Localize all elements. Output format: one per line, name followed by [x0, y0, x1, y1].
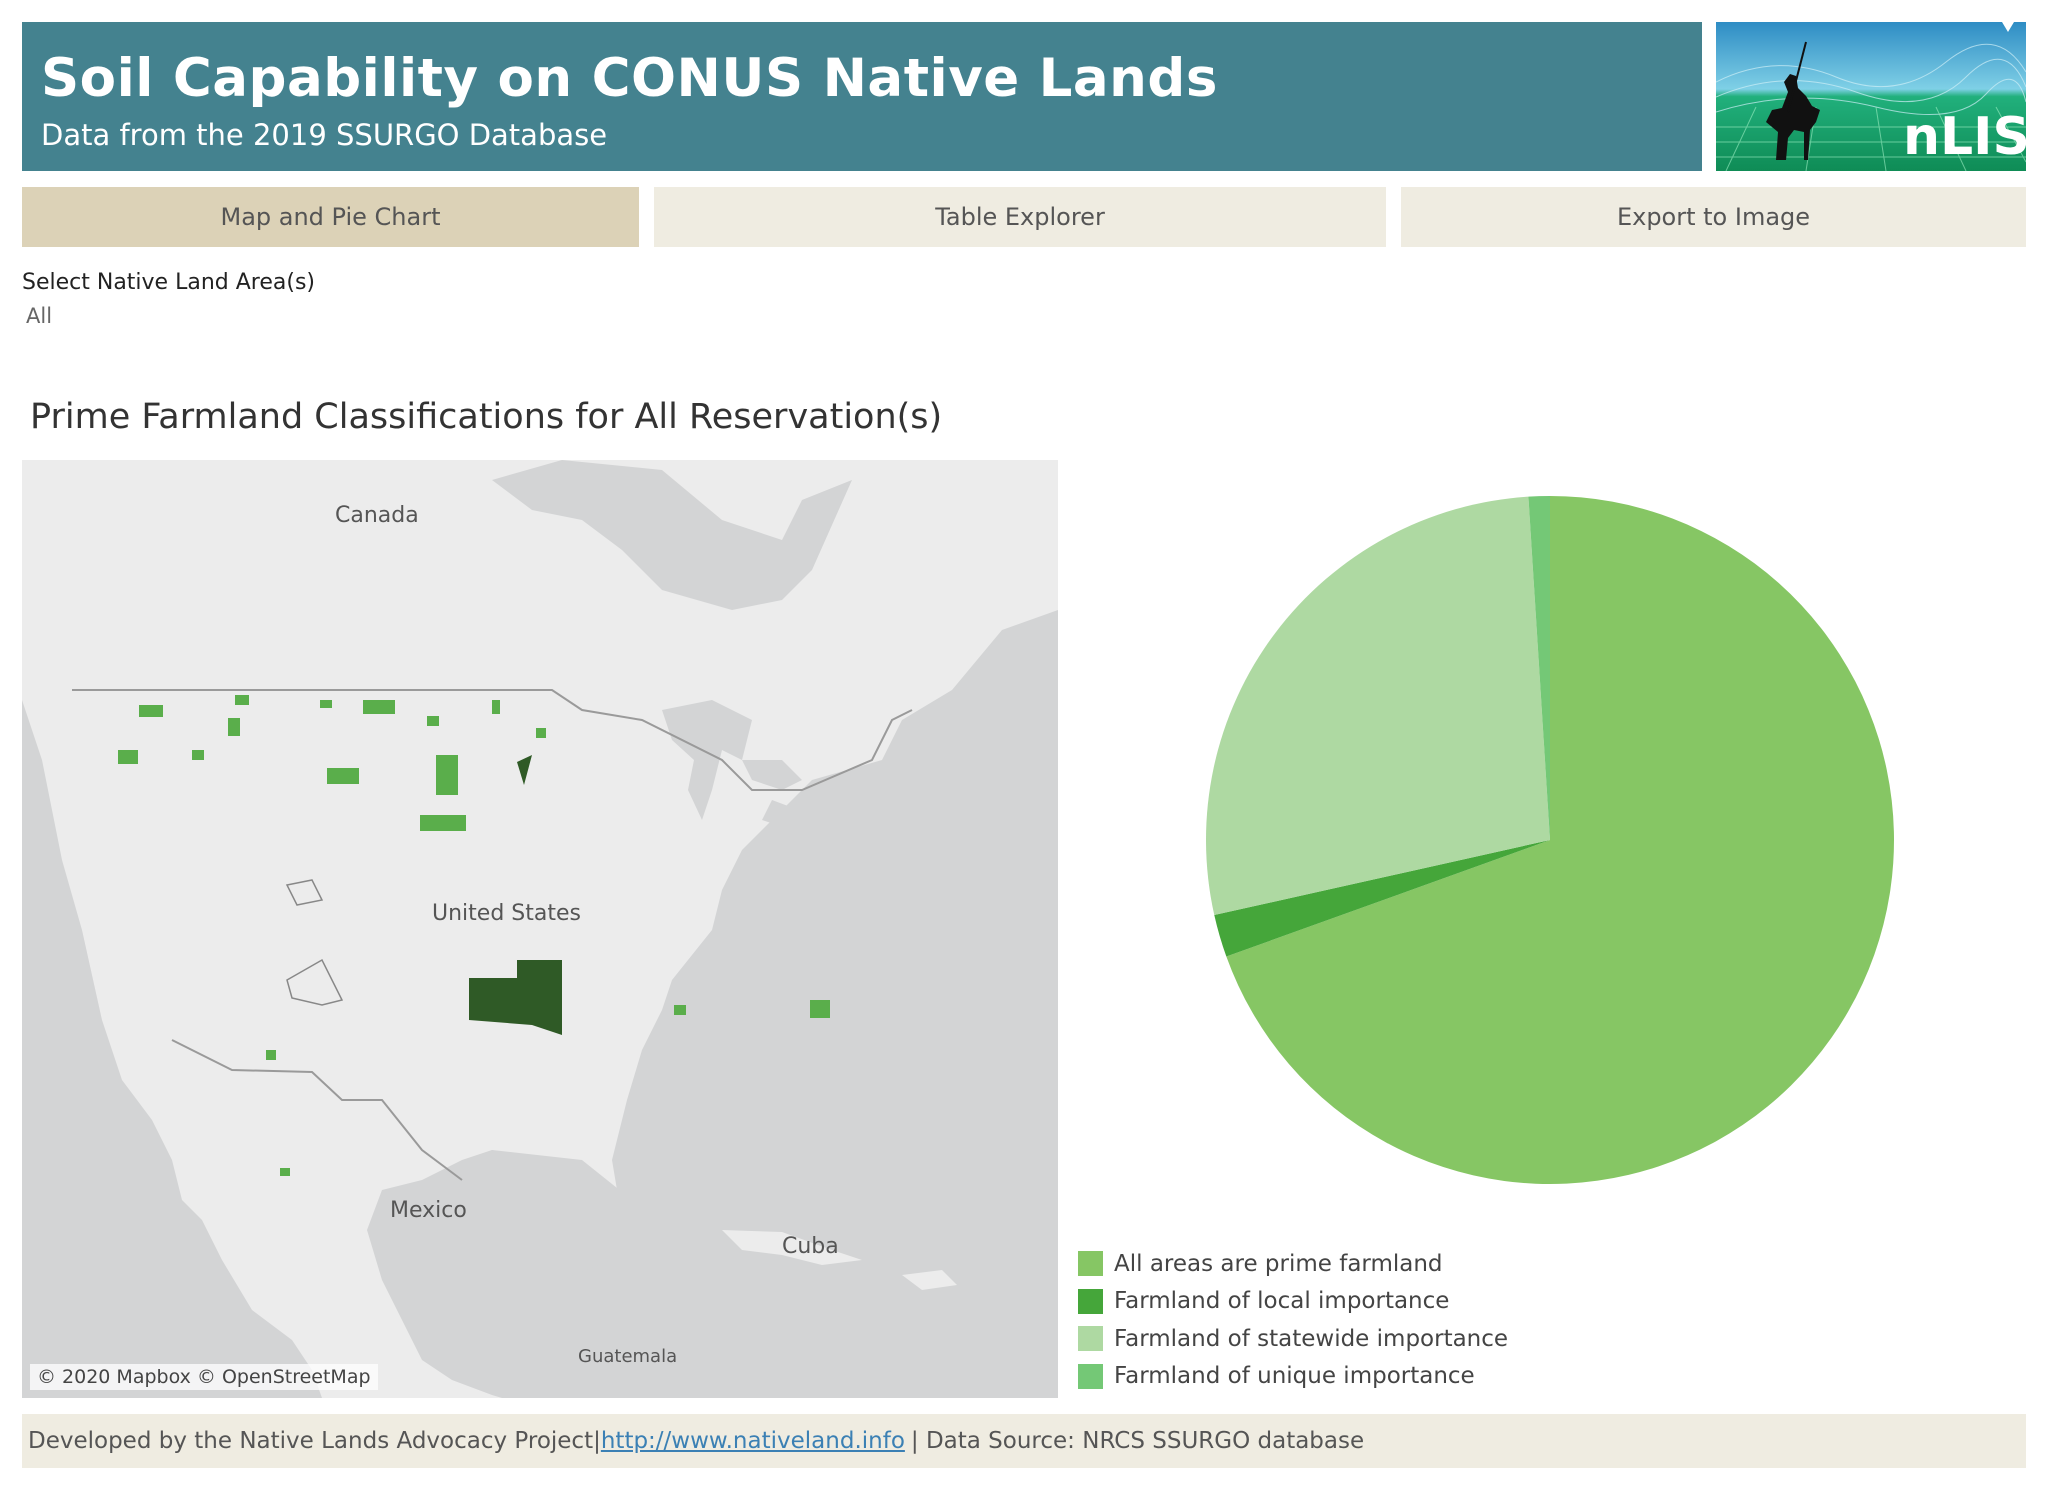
legend-label: Farmland of local importance: [1114, 1288, 1450, 1315]
header-banner: Soil Capability on CONUS Native Lands Da…: [22, 22, 1702, 171]
map-label-cuba: Cuba: [782, 1234, 839, 1259]
pie-slice-statewide-importance[interactable]: [1206, 496, 1550, 916]
native-land-filter-select[interactable]: All: [26, 304, 53, 328]
nativeland-link[interactable]: http://www.nativeland.info: [600, 1428, 905, 1454]
legend-label: Farmland of unique importance: [1114, 1363, 1475, 1390]
canada-us-border: [72, 689, 913, 791]
legend-item-statewide-importance[interactable]: Farmland of statewide importance: [1078, 1320, 1538, 1358]
pie-slice-all-prime[interactable]: [1226, 496, 1894, 1184]
reservation-map[interactable]: Canada United States Mexico Cuba Guatema…: [22, 460, 1058, 1398]
legend-swatch: [1078, 1326, 1103, 1352]
outline-reservations: [285, 879, 344, 1006]
footer-source: | Data Source: NRCS SSURGO database: [910, 1428, 1365, 1454]
section-title: Prime Farmland Classifications for All R…: [30, 397, 943, 437]
north-america-land: [22, 460, 1058, 1398]
tab-bar: Map and Pie Chart Table Explorer Export …: [0, 187, 2048, 247]
pie-slice-unique-importance[interactable]: [1528, 496, 1550, 840]
oklahoma-reservations: [469, 960, 562, 1035]
footer-credit: Developed by the Native Lands Advocacy P…: [28, 1428, 601, 1454]
native-land-filter-label: Select Native Land Area(s): [22, 270, 315, 295]
page-subtitle: Data from the 2019 SSURGO Database: [41, 118, 608, 152]
legend-item-local-importance[interactable]: Farmland of local importance: [1078, 1283, 1538, 1321]
legend-item-all-prime[interactable]: All areas are prime farmland: [1078, 1245, 1538, 1283]
hudson-bay: [492, 460, 852, 610]
great-lakes: [662, 700, 812, 830]
map-label-united-states: United States: [432, 901, 581, 926]
nlis-logo: nLIS: [1716, 22, 2026, 171]
logo-text: nLIS: [1903, 107, 2026, 167]
legend-label: Farmland of statewide importance: [1114, 1325, 1509, 1352]
legend-label: All areas are prime farmland: [1114, 1250, 1443, 1277]
reservation-polygons: [118, 695, 830, 1176]
tab-map-and-pie-chart[interactable]: Map and Pie Chart: [22, 187, 639, 247]
legend-swatch: [1078, 1251, 1103, 1277]
pie-slice-local-importance[interactable]: [1214, 840, 1550, 957]
hispaniola-island: [902, 1270, 957, 1290]
map-label-mexico: Mexico: [390, 1198, 467, 1223]
legend-swatch: [1078, 1363, 1103, 1389]
legend-item-unique-importance[interactable]: Farmland of unique importance: [1078, 1358, 1538, 1396]
tab-table-explorer[interactable]: Table Explorer: [654, 187, 1386, 247]
pie-legend: All areas are prime farmland Farmland of…: [1078, 1245, 1538, 1395]
map-label-canada: Canada: [335, 503, 419, 528]
dakota-reservation: [517, 755, 532, 785]
map-attribution[interactable]: © 2020 Mapbox © OpenStreetMap: [30, 1364, 378, 1390]
page-title: Soil Capability on CONUS Native Lands: [41, 48, 1218, 109]
us-mexico-border: [171, 1039, 463, 1181]
gulf-of-mexico: [442, 1150, 632, 1280]
cuba-island: [722, 1230, 862, 1265]
tab-export-to-image[interactable]: Export to Image: [1401, 187, 2026, 247]
map-label-guatemala: Guatemala: [578, 1346, 677, 1367]
legend-swatch: [1078, 1288, 1103, 1314]
prime-farmland-pie-chart[interactable]: [1190, 480, 1910, 1200]
footer: Developed by the Native Lands Advocacy P…: [22, 1414, 2026, 1468]
